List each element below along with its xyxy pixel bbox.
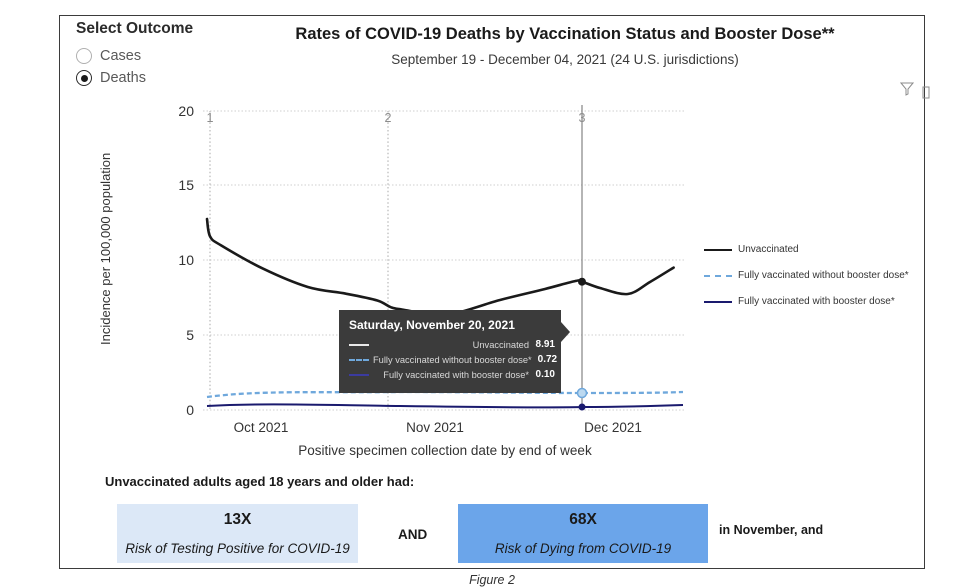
svg-text:Dec 2021: Dec 2021 <box>584 420 642 435</box>
svg-text:Oct 2021: Oct 2021 <box>234 420 289 435</box>
svg-text:15: 15 <box>178 177 194 193</box>
svg-text:10: 10 <box>178 252 194 268</box>
svg-text:20: 20 <box>178 103 194 119</box>
svg-text:0: 0 <box>186 402 194 418</box>
svg-text:Nov 2021: Nov 2021 <box>406 420 464 435</box>
svg-text:3: 3 <box>579 111 586 125</box>
svg-text:5: 5 <box>186 327 194 343</box>
svg-text:1: 1 <box>207 111 214 125</box>
svg-text:2: 2 <box>385 111 392 125</box>
